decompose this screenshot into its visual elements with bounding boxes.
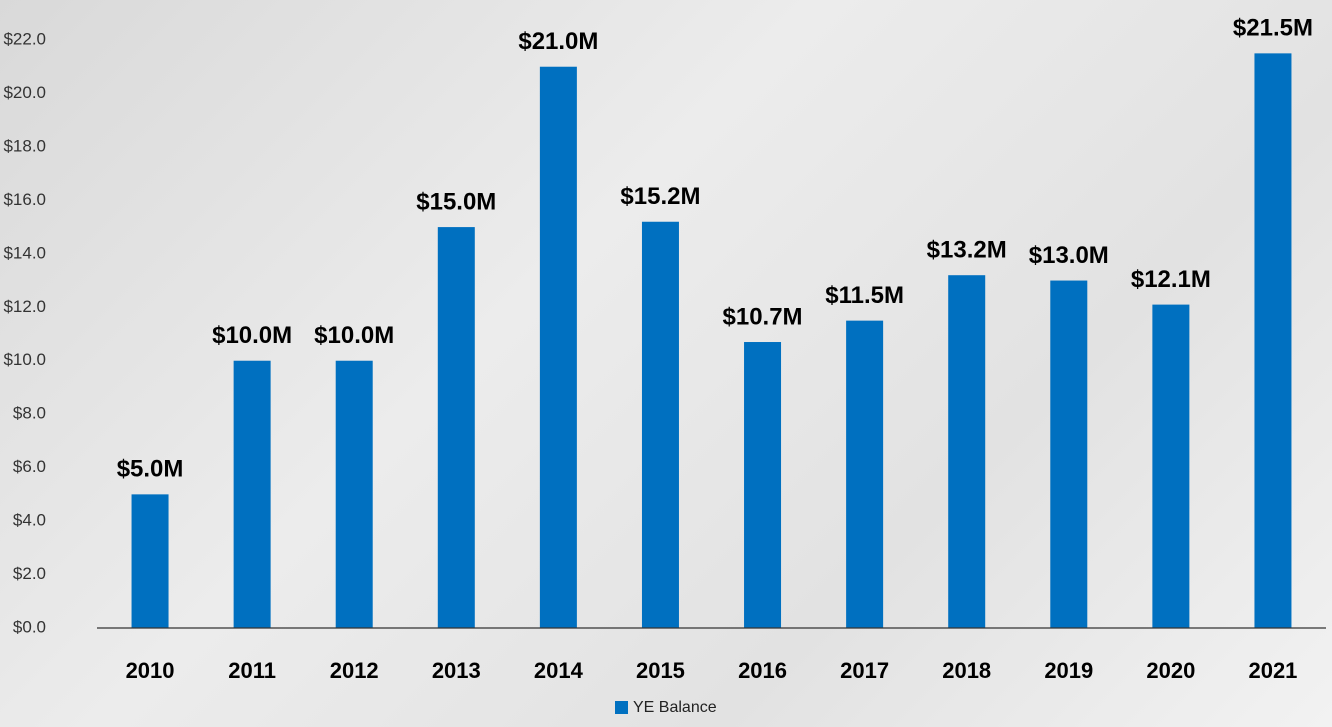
x-tick-label: 2011 — [228, 658, 276, 683]
x-tick-label: 2012 — [330, 658, 379, 683]
bar — [234, 361, 271, 628]
x-tick-label: 2014 — [534, 658, 584, 683]
x-tick-label: 2013 — [432, 658, 481, 683]
y-tick-label: $10.0 — [3, 350, 46, 369]
bar — [744, 342, 781, 628]
value-label: $10.0M — [212, 322, 292, 349]
value-label: $12.1M — [1131, 266, 1211, 293]
value-label: $10.7M — [723, 303, 803, 330]
y-tick-label: $4.0 — [13, 511, 46, 530]
y-tick-label: $0.0 — [13, 617, 46, 636]
legend-swatch — [615, 701, 628, 714]
y-tick-label: $6.0 — [13, 457, 46, 476]
value-label: $21.0M — [518, 28, 598, 55]
bar — [132, 494, 169, 628]
x-tick-label: 2016 — [738, 658, 787, 683]
x-tick-label: 2015 — [636, 658, 685, 683]
y-tick-label: $18.0 — [3, 136, 46, 155]
value-label: $5.0M — [117, 456, 184, 483]
bar — [438, 227, 475, 628]
value-label: $13.0M — [1029, 242, 1109, 269]
x-tick-label: 2018 — [942, 658, 991, 683]
value-label: $21.5M — [1233, 15, 1313, 42]
y-tick-label: $14.0 — [3, 243, 46, 262]
bar — [1050, 281, 1087, 628]
x-tick-label: 2020 — [1146, 658, 1195, 683]
bar — [1254, 53, 1291, 628]
value-label: $15.2M — [620, 183, 700, 210]
y-tick-label: $8.0 — [13, 404, 46, 423]
bar — [540, 67, 577, 628]
bar — [948, 275, 985, 628]
y-tick-label: $2.0 — [13, 564, 46, 583]
x-tick-label: 2019 — [1044, 658, 1093, 683]
value-label: $11.5M — [825, 282, 904, 309]
bar — [846, 321, 883, 628]
x-tick-label: 2017 — [840, 658, 889, 683]
y-tick-label: $16.0 — [3, 190, 46, 209]
value-label: $15.0M — [416, 188, 496, 215]
bar — [642, 222, 679, 628]
bar — [1152, 305, 1189, 628]
legend-label: YE Balance — [633, 699, 717, 716]
chart: $0.0 $2.0 $4.0 $6.0 $8.0 $10.0 $12.0 $14.0 $16.0… — [0, 0, 1332, 727]
value-label: $10.0M — [314, 322, 394, 349]
x-tick-label: 2010 — [126, 658, 175, 683]
value-label: $13.2M — [927, 237, 1007, 264]
y-tick-label: $20.0 — [3, 83, 46, 102]
x-tick-label: 2021 — [1248, 658, 1297, 683]
y-tick-label: $12.0 — [3, 297, 46, 316]
bar — [336, 361, 373, 628]
y-tick-label: $22.0 — [3, 29, 46, 48]
